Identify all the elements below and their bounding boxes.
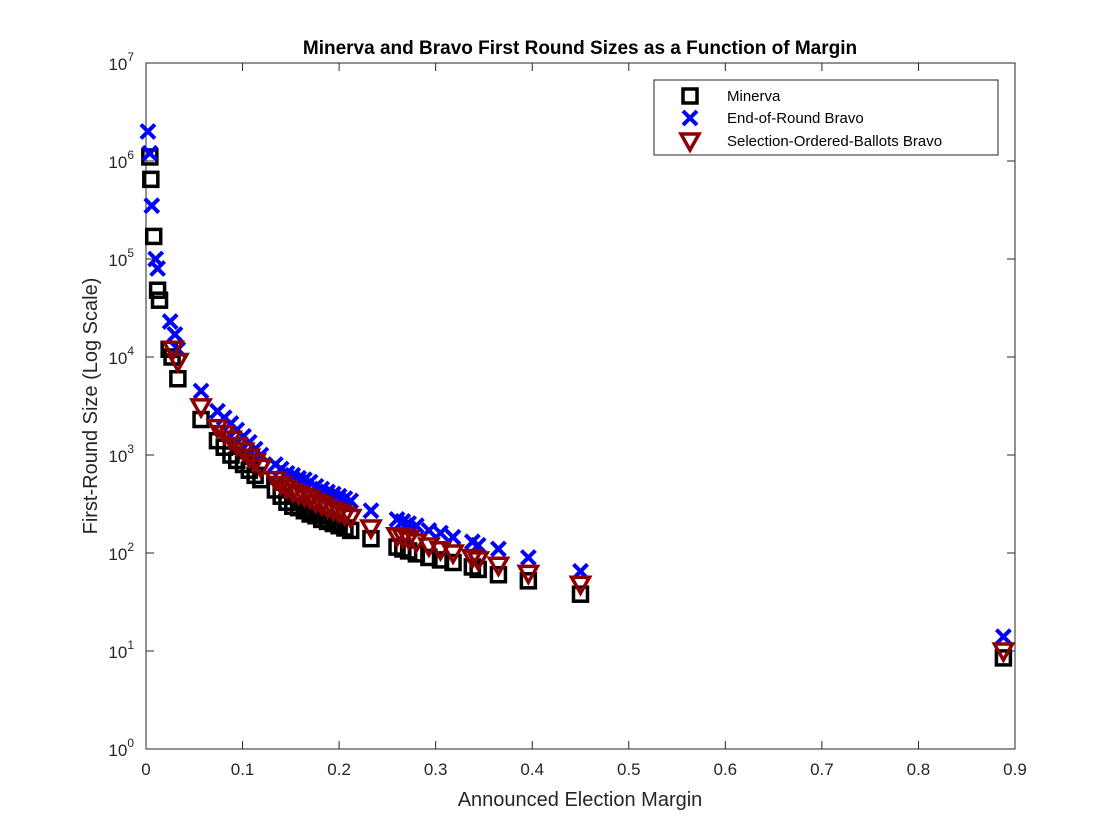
y-tick-label: 105 xyxy=(108,246,134,270)
y-tick-label: 101 xyxy=(108,638,134,662)
data-point xyxy=(243,453,268,475)
legend-label: End-of-Round Bravo xyxy=(727,110,864,127)
x-tick-label: 0.8 xyxy=(907,760,931,779)
data-point xyxy=(568,575,593,597)
data-point xyxy=(489,565,508,584)
data-point xyxy=(150,291,169,309)
data-point xyxy=(571,585,590,603)
x-tick-label: 0 xyxy=(141,760,150,779)
data-point xyxy=(141,148,159,166)
x-tick-label: 0.2 xyxy=(327,760,351,779)
legend-marker xyxy=(681,87,699,105)
data-point xyxy=(141,144,159,162)
data-point xyxy=(466,551,491,573)
data-point xyxy=(142,170,160,189)
x-tick-label: 0.9 xyxy=(1003,760,1027,779)
x-axis-label: Announced Election Margin xyxy=(458,789,703,811)
data-marks xyxy=(139,123,1016,667)
data-point xyxy=(486,556,511,578)
data-point xyxy=(469,560,487,579)
data-point xyxy=(166,326,184,343)
series-triangle-down xyxy=(161,340,1016,664)
legend-label: Minerva xyxy=(727,88,781,105)
data-point xyxy=(248,458,273,480)
y-tick-label: 107 xyxy=(108,50,134,74)
x-tick-label: 0.4 xyxy=(520,760,544,779)
series-x xyxy=(139,123,1012,646)
data-point xyxy=(420,548,438,567)
y-tick-label: 100 xyxy=(108,736,134,760)
x-axis: 0 0.1 0.2 0.3 0.4 0.5 0.6 0.7 0.8 0.9 xyxy=(141,63,1027,779)
data-point xyxy=(441,544,466,566)
data-point xyxy=(490,540,507,558)
data-point xyxy=(460,548,485,571)
data-point xyxy=(444,553,462,572)
data-point xyxy=(143,197,161,215)
y-tick-label: 102 xyxy=(108,540,134,564)
data-point xyxy=(139,123,157,140)
y-axis-label: First-Round Size (Log Scale) xyxy=(80,278,102,535)
x-tick-label: 0.3 xyxy=(424,760,448,779)
data-point xyxy=(192,382,210,400)
data-point xyxy=(338,508,363,531)
plot-area xyxy=(145,62,1016,750)
legend-marker xyxy=(678,132,702,154)
legend-box xyxy=(653,79,999,156)
data-point xyxy=(994,649,1013,667)
data-point xyxy=(358,519,383,541)
data-point xyxy=(189,398,214,420)
data-point xyxy=(165,352,190,375)
data-point xyxy=(161,340,186,362)
data-point xyxy=(149,260,167,277)
data-point xyxy=(161,313,179,330)
data-point xyxy=(163,348,181,366)
data-point xyxy=(994,628,1012,646)
data-point xyxy=(332,506,357,528)
legend: Minerva End-of-Round Bravo Selection-Order… xyxy=(653,79,999,156)
data-point xyxy=(519,549,537,566)
data-point xyxy=(362,529,380,548)
data-point xyxy=(231,442,256,464)
x-tick-label: 0.5 xyxy=(617,760,641,779)
legend-label: Selection-Ordered-Ballots Bravo xyxy=(727,133,942,150)
y-tick-label: 106 xyxy=(108,148,134,172)
x-tick-label: 0.6 xyxy=(714,760,738,779)
x-tick-label: 0.1 xyxy=(231,760,255,779)
y-tick-label: 104 xyxy=(108,344,134,368)
data-point xyxy=(237,448,262,470)
data-point xyxy=(224,436,249,459)
data-point xyxy=(362,502,380,520)
data-point xyxy=(396,529,421,552)
y-tick-label: 103 xyxy=(108,442,134,466)
data-point xyxy=(991,642,1016,664)
data-point xyxy=(212,424,237,447)
x-tick-label: 0.7 xyxy=(810,760,834,779)
data-point xyxy=(148,281,167,299)
chart-title: Minerva and Bravo First Round Sizes as a… xyxy=(303,38,857,59)
data-point xyxy=(519,572,538,590)
data-point xyxy=(205,418,230,441)
data-point xyxy=(516,564,541,586)
data-point xyxy=(144,227,163,246)
legend-marker xyxy=(681,109,699,127)
